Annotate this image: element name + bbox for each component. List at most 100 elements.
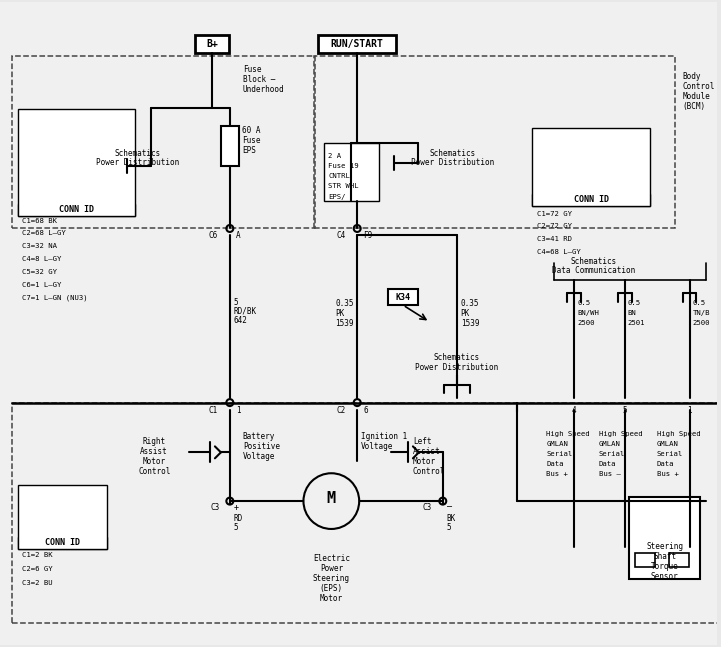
Text: BN/WH: BN/WH	[577, 310, 599, 316]
Text: 60 A: 60 A	[242, 126, 260, 135]
Text: Bus +: Bus +	[657, 471, 678, 477]
Text: 0.5: 0.5	[628, 300, 641, 306]
Text: F9: F9	[363, 231, 373, 240]
Bar	[18, 109, 136, 215]
Text: CONN ID: CONN ID	[573, 195, 609, 204]
Text: (BCM): (BCM)	[683, 102, 706, 111]
Bar	[532, 128, 650, 206]
Text: C6=1 L–GY: C6=1 L–GY	[22, 282, 61, 288]
Text: Power Distribution: Power Distribution	[415, 363, 498, 372]
Text: 5: 5	[234, 523, 239, 532]
Text: Control: Control	[413, 466, 446, 476]
Text: Electric: Electric	[313, 554, 350, 564]
Text: 0.5: 0.5	[577, 300, 590, 306]
Text: Serial: Serial	[547, 452, 572, 457]
Text: Sensor: Sensor	[651, 572, 678, 581]
Text: Underhood: Underhood	[243, 85, 284, 94]
Text: Battery: Battery	[243, 432, 275, 441]
Text: Data: Data	[599, 461, 616, 467]
Bar	[314, 56, 675, 228]
Text: C3=2 BU: C3=2 BU	[22, 580, 53, 586]
Text: Control: Control	[683, 82, 715, 91]
Text: Power Distribution: Power Distribution	[411, 159, 495, 168]
Bar	[221, 126, 239, 166]
Bar	[195, 36, 229, 53]
Text: 1539: 1539	[335, 318, 354, 327]
Text: Left: Left	[413, 437, 431, 446]
Bar	[388, 289, 418, 305]
Text: CONN ID: CONN ID	[59, 205, 94, 214]
Text: Steering: Steering	[313, 574, 350, 583]
Text: Power Distribution: Power Distribution	[96, 159, 179, 168]
Text: Schematics: Schematics	[433, 353, 479, 362]
Text: RUN/START: RUN/START	[331, 39, 384, 49]
Text: +: +	[234, 503, 239, 512]
Text: Positive: Positive	[243, 442, 280, 451]
Text: Voltage: Voltage	[243, 452, 275, 461]
Text: EPS/: EPS/	[328, 193, 346, 200]
Text: 0.35: 0.35	[461, 299, 479, 307]
Text: 2501: 2501	[628, 320, 645, 326]
Text: A: A	[236, 231, 240, 240]
Text: Data: Data	[547, 461, 564, 467]
Text: 2500: 2500	[692, 320, 710, 326]
Text: GMLAN: GMLAN	[599, 441, 621, 447]
Bar	[18, 537, 107, 549]
Text: C3: C3	[423, 503, 432, 512]
Text: PK: PK	[335, 309, 345, 318]
Text: STR WHL: STR WHL	[328, 182, 359, 189]
Text: Assist: Assist	[141, 447, 168, 456]
Text: C2=6 GY: C2=6 GY	[22, 565, 53, 572]
Text: 2500: 2500	[577, 320, 595, 326]
Text: C5=32 GY: C5=32 GY	[22, 269, 57, 275]
Text: Steering: Steering	[646, 542, 683, 551]
Text: C1: C1	[208, 406, 218, 415]
Bar	[12, 402, 718, 624]
Text: Schematics: Schematics	[430, 149, 476, 159]
Text: 5: 5	[234, 298, 239, 307]
Text: 642: 642	[234, 316, 248, 325]
Text: C3: C3	[211, 503, 220, 512]
Bar	[634, 553, 655, 567]
Text: Motor: Motor	[143, 457, 166, 466]
Text: –: –	[447, 503, 452, 512]
Text: GMLAN: GMLAN	[547, 441, 568, 447]
Text: Fuse: Fuse	[243, 65, 261, 74]
Text: Bus +: Bus +	[547, 471, 568, 477]
Text: Ignition 1: Ignition 1	[361, 432, 407, 441]
Bar	[532, 193, 650, 206]
Text: C6: C6	[208, 231, 218, 240]
Text: 4: 4	[572, 406, 576, 415]
Text: High Speed: High Speed	[657, 432, 700, 437]
Text: 6: 6	[363, 406, 368, 415]
Text: Serial: Serial	[657, 452, 683, 457]
Bar	[18, 204, 136, 215]
Text: Schematics: Schematics	[571, 257, 617, 266]
Text: C1=2 BK: C1=2 BK	[22, 552, 53, 558]
Bar	[12, 56, 315, 228]
Text: B+: B+	[206, 39, 218, 49]
Text: Control: Control	[138, 466, 170, 476]
Text: 1539: 1539	[461, 318, 479, 327]
Text: K34: K34	[395, 292, 410, 302]
Text: 1: 1	[236, 406, 240, 415]
Text: Fuse 19: Fuse 19	[328, 163, 359, 169]
Bar	[319, 36, 396, 53]
Text: C4: C4	[336, 231, 345, 240]
Text: 2 A: 2 A	[328, 153, 342, 159]
Text: C3=32 NA: C3=32 NA	[22, 243, 57, 249]
Text: C1=68 BK: C1=68 BK	[22, 217, 57, 223]
Text: TN/B: TN/B	[692, 310, 710, 316]
Text: Body: Body	[683, 72, 701, 81]
Text: C1=72 GY: C1=72 GY	[537, 210, 572, 217]
Text: 0.5: 0.5	[692, 300, 706, 306]
Text: PK: PK	[461, 309, 470, 318]
Text: Serial: Serial	[599, 452, 625, 457]
Text: C2=72 GY: C2=72 GY	[537, 223, 572, 230]
Text: C4=8 L–GY: C4=8 L–GY	[22, 256, 61, 262]
Text: Power: Power	[320, 564, 343, 573]
Text: Data Communication: Data Communication	[552, 266, 636, 275]
Bar	[668, 553, 689, 567]
Text: 5: 5	[447, 523, 451, 532]
Text: BK: BK	[447, 514, 456, 523]
